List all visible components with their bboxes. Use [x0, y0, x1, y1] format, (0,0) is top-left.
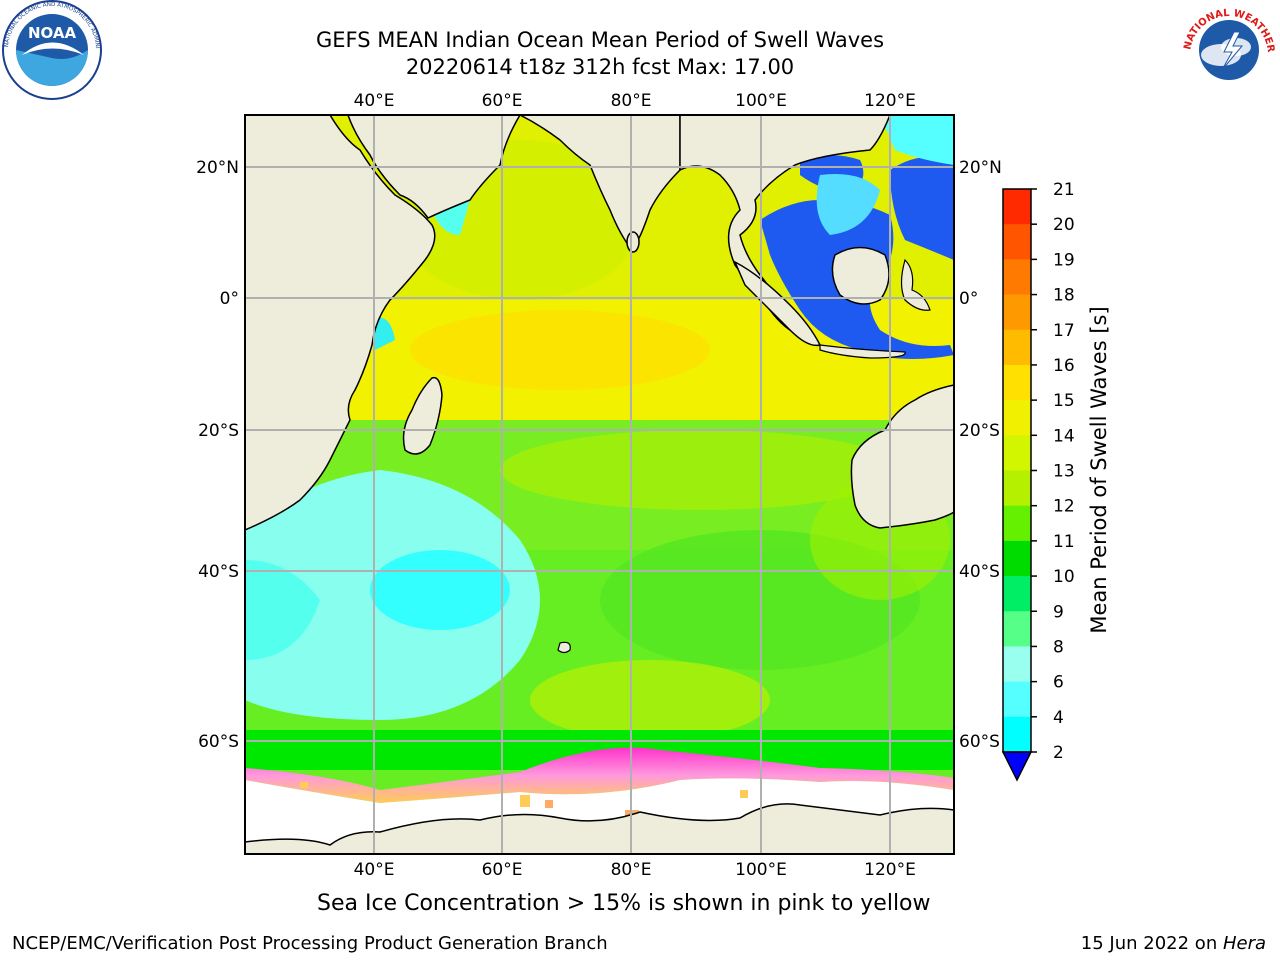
noaa-logo-text: NOAA — [28, 24, 77, 42]
lon-label-top: 80°E — [611, 91, 652, 111]
lat-label-left: 60°S — [198, 732, 239, 752]
chart-title: GEFS MEAN Indian Ocean Mean Period of Sw… — [315, 28, 885, 52]
colorbar-band — [1003, 435, 1031, 471]
nws-logo: NATIONAL WEATHER SERVICE — [1178, 0, 1277, 98]
lon-label-top: 40°E — [354, 91, 395, 111]
colorbar-label: Mean Period of Swell Waves [s] — [1087, 306, 1111, 633]
gridlines — [245, 115, 954, 854]
chart-subtitle: 20220614 t18z 312h fcst Max: 17.00 — [405, 55, 795, 79]
colorbar-band — [1003, 540, 1031, 577]
noaa-logo: NOAA NATIONAL OCEANIC AND ATMOSPHERIC AD… — [0, 0, 102, 100]
antarctica-land — [245, 803, 954, 854]
colorbar-tick-label: 13 — [1053, 462, 1075, 482]
colorbar-tick-label: 12 — [1053, 497, 1075, 517]
lon-label-bottom: 60°E — [482, 860, 523, 880]
colorbar-tick-label: 21 — [1053, 180, 1075, 200]
colorbar-band — [1003, 576, 1031, 612]
lon-label-top: 100°E — [735, 91, 787, 111]
lat-label-right: 0° — [959, 289, 978, 309]
colorbar-band — [1003, 470, 1031, 507]
lon-label-top: 60°E — [482, 91, 523, 111]
colorbar-arrow — [1001, 751, 1033, 782]
lon-label-bottom: 80°E — [611, 860, 652, 880]
colorbar-tick-label: 17 — [1053, 321, 1075, 341]
colorbar-band — [1003, 681, 1031, 718]
map-frame — [244, 114, 955, 855]
madagascar-land — [402, 376, 443, 455]
colorbar-ticks: 21 20 19 18 17 16 15 14 13 12 11 10 9 8 6 4 2 — [1031, 180, 1075, 763]
india-land — [519, 115, 681, 252]
colorbar-tick-label: 4 — [1053, 708, 1064, 728]
colorbar-bands — [1003, 189, 1031, 753]
lon-label-bottom: 100°E — [735, 860, 787, 880]
colorbar-tick-label: 2 — [1053, 743, 1064, 763]
colorbar-tick-label: 10 — [1053, 567, 1075, 587]
lat-label-right: 20°S — [959, 421, 1000, 441]
kerguelen-island — [557, 641, 571, 654]
colorbar-tick-label: 6 — [1053, 673, 1064, 693]
colorbar-tick-label: 18 — [1053, 286, 1075, 306]
colorbar-band — [1003, 224, 1031, 260]
colorbar-tick-label: 15 — [1053, 391, 1075, 411]
lat-label-right: 20°N — [959, 158, 1002, 178]
colorbar-band — [1003, 259, 1031, 296]
sea-ice-caption: Sea Ice Concentration > 15% is shown in … — [317, 891, 931, 916]
footer-credit: NCEP/EMC/Verification Post Processing Pr… — [12, 933, 608, 954]
lat-label-right: 40°S — [959, 562, 1000, 582]
map-field — [245, 115, 954, 854]
colorbar-band — [1003, 329, 1031, 366]
lat-label-right: 60°S — [959, 732, 1000, 752]
footer-date-text: 15 Jun 2022 on — [1080, 933, 1223, 954]
colorbar-band — [1003, 611, 1031, 647]
lon-label-bottom: 40°E — [354, 860, 395, 880]
colorbar-tick-label: 14 — [1053, 426, 1075, 446]
colorbar-band — [1003, 294, 1031, 331]
colorbar-tick-label: 9 — [1053, 602, 1064, 622]
borneo-land — [831, 246, 890, 305]
footer-date: 15 Jun 2022 on Hera — [1081, 933, 1266, 954]
africa-land — [245, 115, 436, 531]
colorbar-band — [1003, 505, 1031, 542]
colorbar-band — [1003, 716, 1031, 753]
colorbar-tick-label: 20 — [1053, 215, 1075, 235]
colorbar-tick-label: 19 — [1053, 250, 1075, 270]
colorbar-band — [1003, 646, 1031, 683]
lat-label-left: 20°S — [198, 421, 239, 441]
lon-label-bottom: 120°E — [864, 860, 916, 880]
colorbar-tick-label: 11 — [1053, 532, 1075, 552]
lat-label-left: 0° — [220, 289, 239, 309]
colorbar-tick-label: 16 — [1053, 356, 1075, 376]
colorbar-band — [1003, 400, 1031, 436]
lon-label-top: 120°E — [864, 91, 916, 111]
australia-land — [850, 384, 954, 529]
sea-ice-band — [245, 747, 954, 803]
colorbar-band — [1003, 189, 1031, 225]
colorbar-tick-label: 8 — [1053, 637, 1064, 657]
lat-label-left: 40°S — [198, 562, 239, 582]
footer-host: Hera — [1222, 933, 1266, 954]
colorbar-band — [1003, 364, 1031, 401]
lat-label-left: 20°N — [196, 158, 239, 178]
